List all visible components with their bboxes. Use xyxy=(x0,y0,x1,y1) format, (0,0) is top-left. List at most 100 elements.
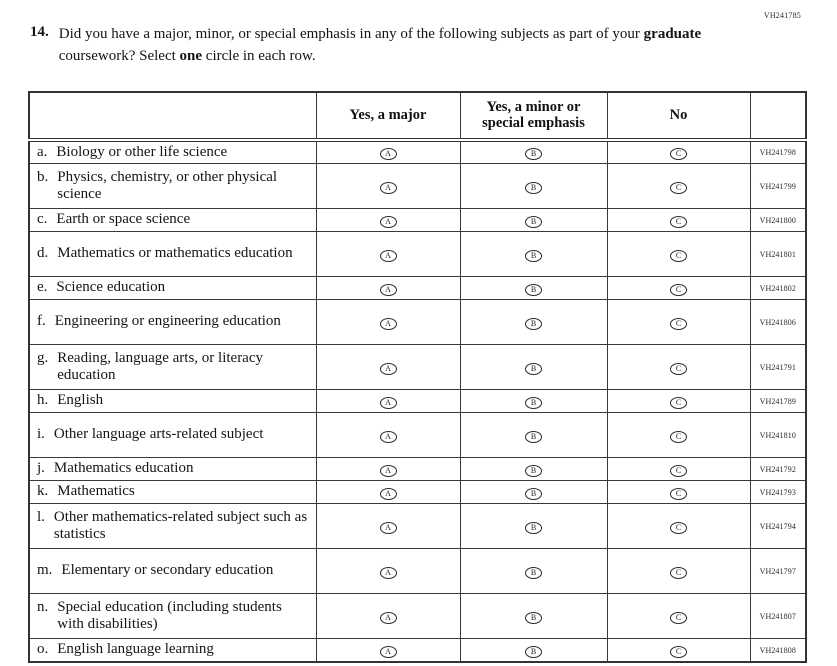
response-table: Yes, a major Yes, a minor or special emp… xyxy=(28,90,807,663)
option-no-circle[interactable]: C xyxy=(670,522,687,535)
option-cell-minor: B xyxy=(459,593,608,640)
option-cell-major: A xyxy=(315,344,461,391)
row-label: Earth or space science xyxy=(56,211,191,228)
option-major-circle[interactable]: A xyxy=(379,522,397,535)
table-row-e: e. Science education A B C VH241802 xyxy=(28,276,807,301)
table-row-i: i. Other language arts-related subject A … xyxy=(28,412,807,459)
table-row-a: a. Biology or other life science A B C VH… xyxy=(28,138,807,165)
option-no-circle[interactable]: C xyxy=(670,182,687,195)
row-letter: e. xyxy=(37,279,48,296)
option-minor-circle[interactable]: B xyxy=(525,250,542,263)
option-cell-major: A xyxy=(315,548,461,595)
table-row-l: l. Other mathematics-related subject such… xyxy=(28,503,807,550)
option-major-circle[interactable]: A xyxy=(379,397,397,410)
option-cell-minor: B xyxy=(459,276,608,301)
option-major-circle[interactable]: A xyxy=(379,612,397,625)
option-cell-no: C xyxy=(606,299,751,346)
row-label: Reading, language arts, or literacy educ… xyxy=(57,349,264,384)
option-no-circle[interactable]: C xyxy=(670,465,687,478)
option-minor-circle[interactable]: B xyxy=(525,567,542,580)
row-code: VH241791 xyxy=(749,344,807,391)
subject-cell: b. Physics, chemistry, or other physical … xyxy=(28,163,317,210)
subject-cell: k. Mathematics xyxy=(28,480,317,505)
option-no-circle[interactable]: C xyxy=(670,284,687,297)
option-cell-minor: B xyxy=(459,208,608,233)
row-letter: c. xyxy=(37,211,48,228)
option-minor-circle[interactable]: B xyxy=(525,148,542,161)
question-text-part2: coursework? Select xyxy=(58,47,180,64)
option-no-circle[interactable]: C xyxy=(670,148,687,161)
option-major-circle[interactable]: A xyxy=(379,363,397,376)
row-label: Elementary or secondary education xyxy=(61,562,274,579)
option-major-circle[interactable]: A xyxy=(379,182,397,195)
option-minor-circle[interactable]: B xyxy=(525,363,542,376)
option-major-circle[interactable]: A xyxy=(379,431,397,444)
option-major-circle[interactable]: A xyxy=(379,567,397,580)
option-no-circle[interactable]: C xyxy=(670,216,687,229)
option-minor-circle[interactable]: B xyxy=(525,465,542,478)
option-major-circle[interactable]: A xyxy=(379,250,397,263)
row-letter: h. xyxy=(37,392,49,409)
option-major-circle[interactable]: A xyxy=(379,318,397,331)
option-minor-circle[interactable]: B xyxy=(525,397,542,410)
row-label: Mathematics xyxy=(57,483,135,500)
row-letter: n. xyxy=(37,598,49,615)
option-major-circle[interactable]: A xyxy=(379,148,397,161)
subject-cell: d. Mathematics or mathematics education xyxy=(28,231,317,278)
subject-cell: f. Engineering or engineering education xyxy=(28,299,317,346)
option-major-circle[interactable]: A xyxy=(379,284,397,297)
table-row-k: k. Mathematics A B C VH241793 xyxy=(28,480,807,505)
option-cell-minor: B xyxy=(459,389,608,414)
option-major-circle[interactable]: A xyxy=(379,465,397,478)
option-no-circle[interactable]: C xyxy=(670,250,687,263)
option-minor-circle[interactable]: B xyxy=(525,216,542,229)
row-label: Biology or other life science xyxy=(56,143,228,160)
option-cell-major: A xyxy=(315,231,461,278)
option-minor-circle[interactable]: B xyxy=(525,646,542,659)
option-no-circle[interactable]: C xyxy=(670,363,687,376)
row-code: VH241798 xyxy=(749,138,807,165)
option-no-circle[interactable]: C xyxy=(670,567,687,580)
option-major-circle[interactable]: A xyxy=(379,216,397,229)
option-no-circle[interactable]: C xyxy=(670,318,687,331)
option-minor-circle[interactable]: B xyxy=(525,182,542,195)
option-minor-circle[interactable]: B xyxy=(525,284,542,297)
option-cell-no: C xyxy=(606,231,751,278)
row-code: VH241794 xyxy=(749,503,807,550)
question-text-part1: Did you have a major, minor, or special … xyxy=(58,26,644,42)
option-cell-minor: B xyxy=(459,299,608,346)
option-cell-minor: B xyxy=(459,344,608,391)
option-minor-circle[interactable]: B xyxy=(525,318,542,331)
row-code: VH241802 xyxy=(749,276,807,301)
row-code: VH241800 xyxy=(749,208,807,233)
option-cell-major: A xyxy=(315,593,461,640)
row-letter: o. xyxy=(37,641,49,658)
option-no-circle[interactable]: C xyxy=(670,612,687,625)
option-cell-major: A xyxy=(315,638,461,663)
row-label: Mathematics or mathematics education xyxy=(57,245,293,262)
subject-cell: g. Reading, language arts, or literacy ed… xyxy=(28,344,317,391)
row-code: VH241799 xyxy=(749,163,807,210)
option-minor-circle[interactable]: B xyxy=(525,612,542,625)
row-code: VH241797 xyxy=(749,548,807,595)
row-letter: f. xyxy=(37,313,46,330)
form-code: VH241785 xyxy=(763,11,801,20)
row-code: VH241792 xyxy=(749,457,807,482)
option-no-circle[interactable]: C xyxy=(670,397,687,410)
option-no-circle[interactable]: C xyxy=(670,431,687,444)
option-cell-major: A xyxy=(315,389,461,414)
option-minor-circle[interactable]: B xyxy=(525,488,542,501)
option-major-circle[interactable]: A xyxy=(379,488,397,501)
row-code: VH241789 xyxy=(749,389,807,414)
option-major-circle[interactable]: A xyxy=(379,646,397,659)
option-cell-no: C xyxy=(606,208,751,233)
subject-cell: m. Elementary or secondary education xyxy=(28,548,317,595)
option-cell-major: A xyxy=(315,138,461,165)
header-subject-cell xyxy=(28,91,317,142)
option-cell-no: C xyxy=(606,457,751,482)
header-no: No xyxy=(606,91,751,142)
option-minor-circle[interactable]: B xyxy=(525,522,542,535)
option-minor-circle[interactable]: B xyxy=(525,431,542,444)
option-no-circle[interactable]: C xyxy=(670,488,687,501)
option-no-circle[interactable]: C xyxy=(670,646,687,659)
